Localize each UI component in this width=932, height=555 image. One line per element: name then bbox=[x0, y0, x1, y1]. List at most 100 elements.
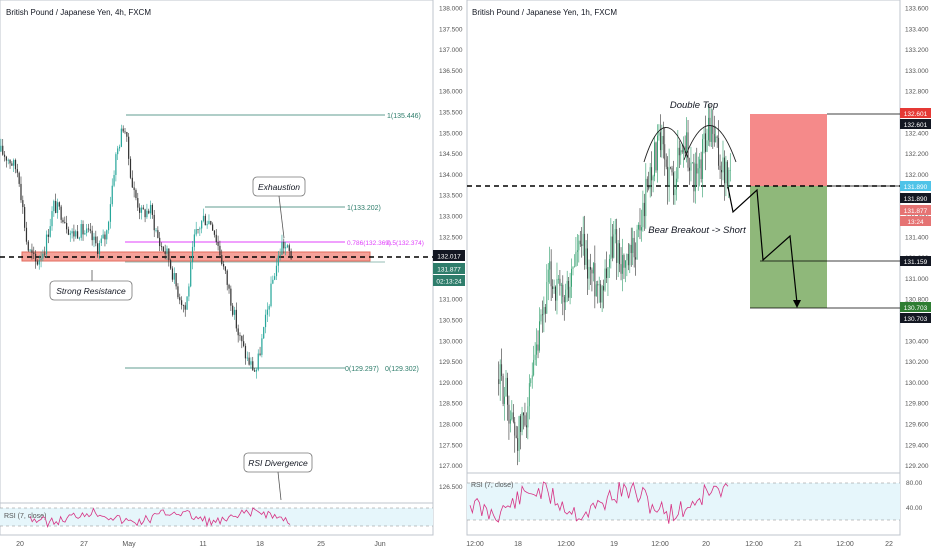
candle-body bbox=[177, 286, 179, 298]
projection-path bbox=[727, 186, 798, 304]
candle-body bbox=[44, 253, 46, 255]
date-tick-label: 12:00 bbox=[651, 541, 669, 548]
left-rsi-pane[interactable]: RSI (7, close) bbox=[0, 502, 433, 528]
left-last-price: 132.017 bbox=[437, 254, 461, 261]
candle-body bbox=[9, 159, 11, 164]
bear-breakout-label: Bear Breakout -> Short bbox=[648, 225, 746, 236]
price-tick-label: 135.000 bbox=[439, 130, 463, 137]
candle-body bbox=[18, 172, 20, 184]
candle-body bbox=[159, 237, 161, 246]
candle-body bbox=[261, 338, 263, 355]
candle-body bbox=[658, 132, 660, 136]
fib-label-zero-b: 0(129.302) bbox=[385, 366, 419, 373]
candle-body bbox=[600, 284, 602, 303]
candle-body bbox=[3, 154, 6, 157]
candle-body bbox=[499, 364, 501, 385]
candle-body bbox=[616, 229, 618, 263]
candle-body bbox=[217, 241, 219, 246]
candle-body bbox=[166, 248, 168, 254]
candle-body bbox=[523, 412, 524, 416]
candle-body bbox=[2, 145, 4, 155]
candle-body bbox=[222, 264, 225, 267]
candle-body bbox=[64, 222, 66, 224]
candle-body bbox=[246, 357, 248, 359]
candle-body bbox=[696, 163, 698, 174]
candle-body bbox=[84, 233, 86, 235]
left-bid-price: 131.877 bbox=[437, 267, 461, 274]
candle-body bbox=[694, 163, 696, 192]
candle-body bbox=[34, 253, 37, 262]
left-chart-panel[interactable]: British Pound / Japanese Yen, 4h, FXCM 1… bbox=[0, 0, 465, 548]
entry-price-a: 131.890 bbox=[904, 184, 928, 191]
right-rsi-pane[interactable]: RSI (7, close) 80.00 40.00 bbox=[467, 472, 923, 524]
candle-body bbox=[180, 300, 183, 305]
price-tick-label: 133.000 bbox=[439, 214, 463, 221]
target-2-price-b: 130.703 bbox=[904, 316, 928, 323]
candle-body bbox=[199, 228, 201, 230]
candle-body bbox=[285, 247, 287, 249]
candle-body bbox=[40, 258, 42, 261]
price-tick-label: 132.500 bbox=[439, 234, 463, 241]
price-tick-label: 130.400 bbox=[905, 338, 929, 345]
projection-arrowhead bbox=[793, 300, 801, 308]
stop-price-b: 132.601 bbox=[904, 122, 928, 129]
date-tick-label: 11 bbox=[199, 541, 206, 548]
candle-body bbox=[626, 253, 628, 261]
date-tick-label: 12:00 bbox=[466, 541, 484, 548]
price-tick-label: 127.000 bbox=[439, 463, 463, 470]
candle-body bbox=[47, 234, 49, 237]
candle-body bbox=[578, 240, 580, 251]
price-tick-label: 137.500 bbox=[439, 26, 463, 33]
candle-body bbox=[29, 249, 31, 251]
candle-body bbox=[627, 253, 629, 266]
candle-body bbox=[673, 172, 674, 196]
candle-body bbox=[652, 176, 654, 181]
candle-body bbox=[202, 215, 205, 221]
candle-body bbox=[565, 289, 567, 303]
candle-body bbox=[664, 144, 666, 160]
candle-body bbox=[157, 230, 159, 238]
price-tick-label: 127.500 bbox=[439, 442, 463, 449]
candle-body bbox=[591, 269, 593, 274]
price-tick-label: 135.500 bbox=[439, 110, 463, 117]
right-chart-panel[interactable]: British Pound / Japanese Yen, 1h, FXCM 1… bbox=[466, 0, 931, 548]
left-countdown-badge bbox=[433, 275, 465, 286]
candle-body bbox=[5, 156, 7, 161]
left-price-axis[interactable]: 138.000 137.500 137.000 136.500 136.000 135.5… bbox=[439, 6, 463, 491]
candle-body bbox=[188, 286, 190, 297]
candle-body bbox=[109, 204, 112, 222]
candle-body bbox=[536, 344, 538, 355]
candle-body bbox=[113, 174, 115, 186]
price-tick-label: 129.200 bbox=[905, 463, 929, 470]
candle-body bbox=[706, 140, 708, 152]
candle-body bbox=[620, 264, 622, 274]
candle-body bbox=[725, 161, 727, 184]
candle-body bbox=[648, 186, 650, 189]
candle-body bbox=[237, 328, 239, 336]
date-tick-label: 18 bbox=[514, 541, 522, 548]
candle-body bbox=[508, 404, 510, 424]
candle-body bbox=[173, 273, 175, 280]
candle-body bbox=[598, 284, 600, 286]
candle-body bbox=[252, 361, 254, 371]
candle-body bbox=[585, 248, 587, 265]
candle-body bbox=[603, 286, 605, 291]
candle-body bbox=[674, 189, 676, 196]
candle-body bbox=[649, 167, 651, 189]
candle-body bbox=[139, 207, 141, 213]
candle-body bbox=[263, 327, 265, 339]
date-tick-label: 21 bbox=[794, 541, 802, 548]
candle-body bbox=[638, 224, 639, 230]
candle-body bbox=[643, 202, 645, 217]
candle-body bbox=[518, 416, 520, 451]
candle-body bbox=[144, 209, 146, 218]
target-1-badge bbox=[900, 256, 931, 266]
candle-body bbox=[677, 147, 679, 179]
price-tick-label: 134.500 bbox=[439, 151, 463, 158]
candle-body bbox=[106, 230, 108, 240]
candle-body bbox=[670, 167, 671, 169]
candle-body bbox=[661, 135, 663, 151]
candle-body bbox=[55, 201, 57, 213]
candle-body bbox=[230, 288, 232, 306]
